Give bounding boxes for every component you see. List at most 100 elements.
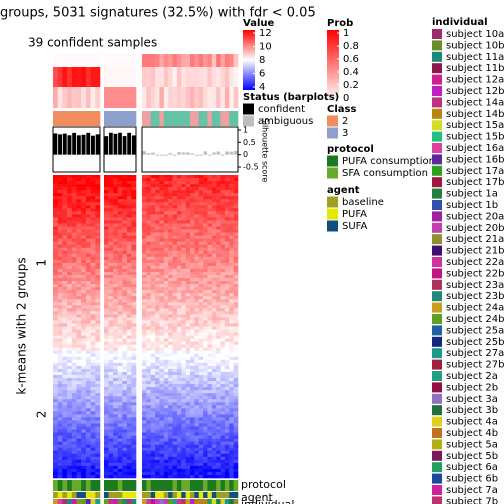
heatmap-cell [146,329,152,333]
heatmap-cell [81,196,87,200]
heatmap-cell [122,196,128,200]
heatmap-cell [203,199,208,203]
heatmap-cell [108,317,114,321]
heatmap-cell [95,244,101,249]
heatmap-cell [57,381,63,385]
legend-swatch [432,314,442,324]
heatmap-cell [155,465,160,470]
heatmap-cell [71,344,77,349]
heatmap-cell [126,241,132,245]
heatmap-cell [117,399,123,403]
heatmap-cell [108,368,114,373]
heatmap-cell [95,320,101,324]
heatmap-cell [67,193,73,197]
heatmap-cell [108,426,114,430]
heatmap-cell [194,447,200,452]
heatmap-cell [146,229,152,233]
protocol-cell [67,480,73,491]
heatmap-cell [185,347,191,352]
heatmap-cell [176,374,182,379]
heatmap-cell [95,296,101,300]
heatmap-cell [131,347,137,352]
heatmap-cell [108,314,114,318]
heatmap-cell [163,293,169,297]
heatmap-cell [229,217,234,221]
heatmap-cell [224,235,230,239]
heatmap-cell [122,184,128,188]
heatmap-cell [163,308,169,312]
heatmap-cell [71,368,77,373]
heatmap-cell [163,271,169,276]
heatmap-cell [90,241,96,245]
heatmap-cell [176,344,182,349]
heatmap-cell [163,444,169,448]
heatmap-cell [203,202,208,206]
heatmap-cell [159,281,165,285]
heatmap-cell [233,220,239,224]
heatmap-cell [67,378,73,382]
heatmap-cell [126,459,132,464]
heatmap-cell [203,462,208,467]
heatmap-cell [185,271,191,276]
heatmap-cell [126,426,132,430]
heatmap-cell [198,420,204,424]
prob-cell [176,87,182,108]
heatmap-cell [142,326,147,330]
heatmap-cell [81,184,87,188]
heatmap-cell [57,323,63,327]
heatmap-cell [207,235,213,239]
heatmap-cell [90,359,96,364]
heatmap-cell [211,190,217,194]
heatmap-cell [85,399,91,403]
heatmap-cell [211,271,217,276]
heatmap-cell [85,284,91,288]
heatmap-cell [62,296,68,300]
heatmap-cell [203,378,208,382]
heatmap-cell [62,238,68,242]
heatmap-cell [220,232,226,236]
individual-cell [185,499,191,504]
heatmap-cell [150,441,156,445]
individual-cell [150,499,156,504]
prob-cell [146,87,152,108]
heatmap-cell [67,214,73,218]
heatmap-cell [81,290,87,294]
heatmap-cell [57,278,63,282]
heatmap-cell [57,429,63,433]
heatmap-cell [194,450,200,455]
legend-label: SUFA [342,221,368,232]
heatmap-cell [220,296,226,300]
heatmap-cell [203,284,208,288]
heatmap-cell [224,232,230,236]
heatmap-cell [104,268,109,273]
heatmap-cell [53,305,58,309]
heatmap-cell [108,353,114,358]
heatmap-cell [126,359,132,364]
heatmap-cell [126,175,132,179]
heatmap-cell [150,287,156,291]
silhouette-label: Silhouette score [261,118,270,183]
heatmap-cell [104,393,109,397]
prob-cell [104,54,109,67]
heatmap-cell [155,378,160,382]
heatmap-cell [233,184,239,188]
heatmap-cell [113,414,119,418]
heatmap-cell [194,262,200,267]
heatmap-cell [76,287,82,291]
heatmap-cell [211,262,217,267]
heatmap-cell [104,326,109,330]
heatmap-cell [194,462,200,467]
heatmap-cell [53,271,58,276]
heatmap-cell [131,220,137,224]
heatmap-cell [142,190,147,194]
heatmap-cell [163,332,169,336]
class-cell [131,111,137,126]
heatmap-cell [142,356,147,361]
heatmap-cell [216,320,221,324]
heatmap-cell [159,326,165,330]
heatmap-cell [194,220,200,224]
heatmap-cell [126,308,132,312]
heatmap-cell [108,190,114,194]
heatmap-cell [155,175,160,179]
heatmap-cell [71,365,77,370]
